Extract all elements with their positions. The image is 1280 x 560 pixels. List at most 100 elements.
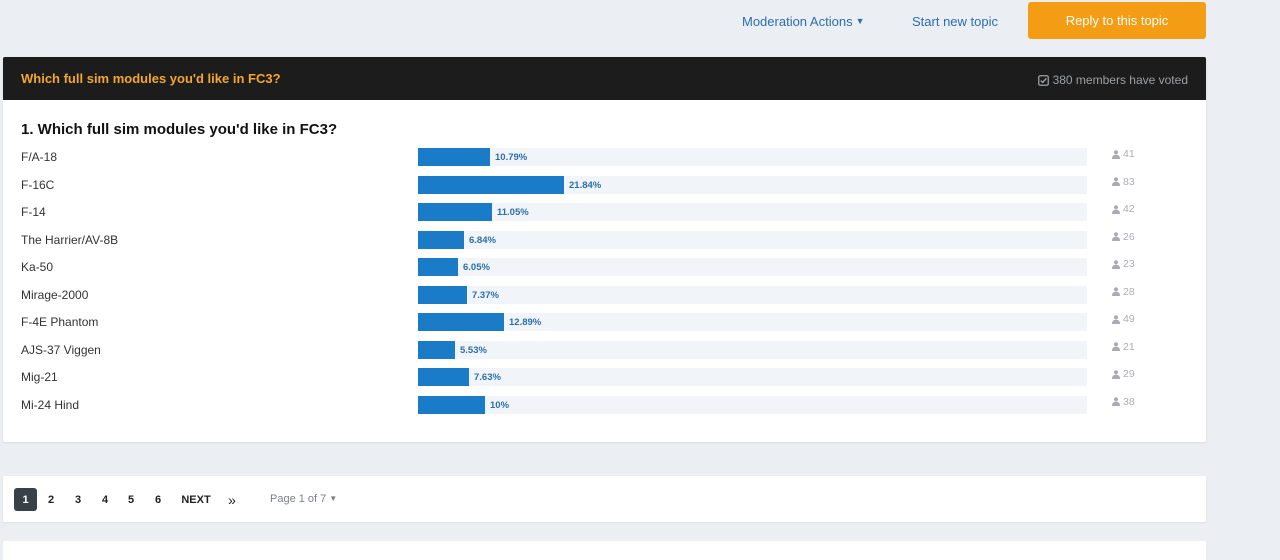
poll-bar-track: 5.53% bbox=[418, 340, 1087, 359]
poll-bar-track: 6.05% bbox=[418, 258, 1087, 276]
poll-bar-fill bbox=[418, 340, 455, 359]
caret-down-icon: ▼ bbox=[329, 494, 338, 503]
poll-option-percent: 10% bbox=[490, 399, 510, 411]
poll-option-label: AJS-37 Viggen bbox=[21, 342, 101, 357]
poll-option-label: Mig-21 bbox=[21, 370, 58, 384]
poll-bar-track: 7.37% bbox=[418, 285, 1087, 304]
poll-option-percent: 12.89% bbox=[509, 317, 542, 328]
poll-option-vote-count: 38 bbox=[1123, 395, 1135, 408]
poll-card: Which full sim modules you'd like in FC3… bbox=[3, 57, 1206, 442]
poll-bar-track: 7.63% bbox=[418, 368, 1087, 386]
moderation-actions-dropdown[interactable]: Moderation Actions ▼ bbox=[742, 14, 865, 29]
poll-option-vote-count: 21 bbox=[1123, 340, 1135, 353]
pagination: 1 2 3 4 5 6 NEXT » Page 1 of 7 ▼ bbox=[3, 476, 1206, 522]
topic-action-bar: Moderation Actions ▼ Start new topic Repl… bbox=[0, 0, 1280, 46]
user-icon bbox=[1112, 177, 1120, 186]
poll-vote-count: 380 members have voted bbox=[1037, 73, 1188, 87]
poll-option-row: AJS-37 Viggen 5.53% 21 bbox=[3, 338, 1206, 366]
poll-option-vote-count: 23 bbox=[1123, 258, 1135, 270]
poll-option-votes: 38 bbox=[1112, 396, 1135, 408]
page-link-5[interactable]: 5 bbox=[127, 493, 135, 506]
poll-option-row: Mirage-2000 7.37% 28 bbox=[3, 283, 1206, 311]
poll-header: Which full sim modules you'd like in FC3… bbox=[3, 57, 1206, 100]
poll-title: Which full sim modules you'd like in FC3… bbox=[21, 71, 281, 86]
poll-bar-fill bbox=[418, 368, 469, 386]
poll-bar-fill bbox=[418, 285, 467, 304]
poll-option-percent: 21.84% bbox=[569, 179, 602, 191]
user-icon bbox=[1112, 204, 1120, 214]
poll-option-vote-count: 29 bbox=[1123, 368, 1135, 380]
user-icon bbox=[1112, 149, 1120, 159]
poll-option-row: F/A-18 10.79% 41 bbox=[3, 145, 1206, 173]
poll-option-votes: 26 bbox=[1112, 231, 1135, 243]
page-link-2[interactable]: 2 bbox=[47, 493, 55, 506]
user-icon bbox=[1112, 232, 1120, 241]
poll-option-percent: 6.84% bbox=[469, 234, 496, 246]
start-new-topic-link[interactable]: Start new topic bbox=[912, 14, 998, 29]
moderation-actions-label: Moderation Actions bbox=[742, 14, 853, 29]
user-icon bbox=[1112, 314, 1120, 324]
page-link-4[interactable]: 4 bbox=[101, 493, 109, 506]
user-icon bbox=[1112, 287, 1120, 296]
poll-option-label: F/A-18 bbox=[21, 150, 58, 164]
next-post-card bbox=[3, 541, 1206, 560]
poll-option-percent: 7.63% bbox=[474, 372, 501, 383]
caret-down-icon: ▼ bbox=[855, 16, 865, 26]
last-page-link[interactable]: » bbox=[228, 491, 236, 508]
poll-option-vote-count: 41 bbox=[1123, 148, 1135, 160]
poll-option-votes: 49 bbox=[1112, 313, 1135, 325]
poll-option-percent: 10.79% bbox=[495, 152, 528, 163]
poll-bar-fill bbox=[418, 230, 464, 249]
poll-bar-fill bbox=[418, 395, 485, 414]
next-page-link[interactable]: NEXT bbox=[181, 493, 211, 506]
poll-bar-fill bbox=[418, 258, 458, 276]
page-link-1[interactable]: 1 bbox=[14, 488, 37, 511]
poll-option-row: Ka-50 6.05% 23 bbox=[3, 255, 1206, 283]
poll-option-row: F-14 11.05% 42 bbox=[3, 200, 1206, 228]
poll-bar-track: 6.84% bbox=[418, 230, 1087, 249]
poll-bar-track: 10.79% bbox=[418, 148, 1087, 166]
poll-option-votes: 83 bbox=[1112, 176, 1135, 188]
poll-option-label: The Harrier/AV-8B bbox=[21, 232, 119, 247]
poll-option-percent: 5.53% bbox=[460, 344, 487, 356]
poll-option-row: F-4E Phantom 12.89% 49 bbox=[3, 310, 1206, 338]
poll-bar-track: 10% bbox=[418, 395, 1087, 414]
user-icon bbox=[1112, 342, 1120, 351]
poll-option-label: F-4E Phantom bbox=[21, 315, 99, 329]
poll-bar-fill bbox=[418, 203, 492, 221]
poll-bar-fill bbox=[418, 313, 504, 331]
user-icon bbox=[1112, 397, 1120, 406]
poll-option-percent: 7.37% bbox=[472, 289, 499, 301]
poll-option-votes: 23 bbox=[1112, 258, 1135, 270]
page-link-3[interactable]: 3 bbox=[74, 493, 82, 506]
poll-option-percent: 11.05% bbox=[497, 207, 529, 218]
poll-bar-track: 21.84% bbox=[418, 175, 1087, 194]
poll-options: F/A-18 10.79% 41 F-16C 21.84% 83 F-14 11.05% 42 T… bbox=[3, 145, 1206, 420]
poll-option-row: F-16C 21.84% 83 bbox=[3, 173, 1206, 201]
reply-to-topic-button[interactable]: Reply to this topic bbox=[1028, 2, 1206, 39]
poll-option-label: F-14 bbox=[21, 205, 46, 219]
poll-option-row: The Harrier/AV-8B 6.84% 26 bbox=[3, 228, 1206, 256]
poll-bar-fill bbox=[418, 148, 490, 166]
user-icon bbox=[1112, 259, 1120, 269]
poll-option-vote-count: 28 bbox=[1123, 285, 1135, 298]
poll-option-votes: 21 bbox=[1112, 341, 1135, 353]
poll-option-vote-count: 26 bbox=[1123, 230, 1135, 243]
poll-bar-fill bbox=[418, 175, 564, 194]
poll-option-label: F-16C bbox=[21, 177, 55, 192]
poll-option-label: Mi-24 Hind bbox=[21, 397, 80, 412]
poll-option-percent: 6.05% bbox=[463, 262, 490, 273]
user-icon bbox=[1112, 369, 1120, 379]
poll-option-vote-count: 42 bbox=[1123, 203, 1135, 215]
poll-question: 1. Which full sim modules you'd like in … bbox=[21, 121, 338, 138]
page-jump-dropdown[interactable]: Page 1 of 7 ▼ bbox=[270, 493, 337, 505]
poll-bar-track: 12.89% bbox=[418, 313, 1087, 331]
poll-bar-track: 11.05% bbox=[418, 203, 1087, 221]
check-square-icon bbox=[1037, 74, 1049, 86]
page-of-label: Page 1 of 7 bbox=[270, 493, 327, 505]
poll-option-row: Mig-21 7.63% 29 bbox=[3, 365, 1206, 393]
poll-option-row: Mi-24 Hind 10% 38 bbox=[3, 393, 1206, 421]
poll-option-votes: 29 bbox=[1112, 368, 1135, 380]
page-link-6[interactable]: 6 bbox=[154, 493, 162, 506]
poll-voted-text: 380 members have voted bbox=[1052, 73, 1188, 87]
